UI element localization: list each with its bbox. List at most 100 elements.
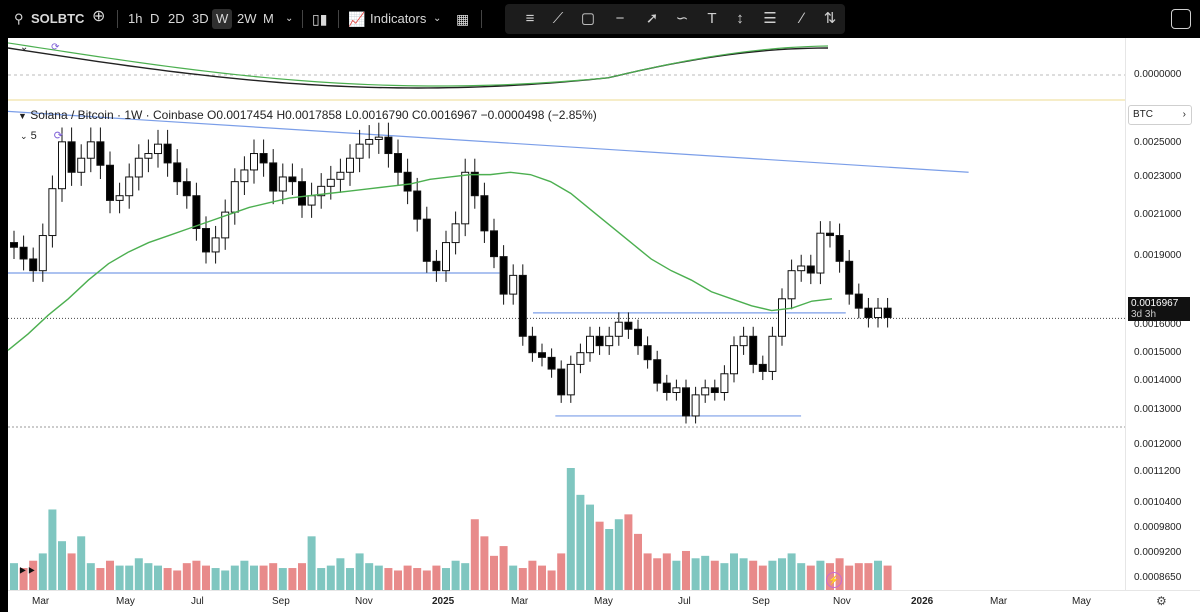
time-axis-label: Sep (752, 596, 770, 607)
symbol-label[interactable]: SOLBTC (31, 11, 85, 26)
volume-bar (19, 568, 28, 590)
indicator-value: 5 (30, 130, 37, 142)
candle-body (96, 141, 105, 166)
volume-bar (624, 514, 633, 590)
candle-style-icon[interactable]: ▯▮ (312, 11, 328, 27)
layout-icon[interactable]: ▦ (456, 11, 470, 27)
candle-body (576, 352, 585, 365)
interval-2w[interactable]: 2W (237, 11, 257, 26)
candle-body (182, 181, 191, 197)
candle-body (787, 270, 796, 300)
candle-body (470, 171, 479, 197)
candle-body (797, 265, 806, 272)
candle-body (106, 164, 114, 201)
text-icon[interactable]: T (707, 10, 717, 27)
chevron-down-icon[interactable]: ⌄ (285, 13, 294, 24)
price-axis[interactable] (1125, 38, 1200, 611)
oscillator-line (7, 47, 829, 89)
fib-icon[interactable]: ☰ (763, 10, 777, 27)
chevron-down-icon[interactable]: ⌄ (20, 131, 28, 141)
candle-body (317, 185, 326, 197)
time-axis-label: May (1072, 596, 1091, 607)
volume-bar (326, 565, 335, 590)
currency-select[interactable]: BTC › (1128, 105, 1192, 125)
interval-m[interactable]: M (263, 11, 274, 26)
volume-bar (480, 536, 489, 590)
candle-body (125, 176, 134, 197)
search-icon[interactable]: ⚲ (14, 11, 24, 26)
volume-bar (365, 563, 374, 590)
volume-bar (874, 560, 882, 590)
time-axis-label: Sep (272, 596, 290, 607)
volume-bar (125, 565, 134, 590)
horizontal-line-icon[interactable]: − (615, 10, 625, 27)
candle-body (806, 265, 815, 274)
line-tool-icon[interactable]: ≡ (525, 10, 535, 27)
volume-bar (154, 565, 162, 590)
brush-icon[interactable]: ∕ (800, 10, 804, 27)
countdown-value: 3d 3h (1131, 309, 1157, 320)
path-icon[interactable]: ∽ (675, 10, 689, 27)
volume-bar (806, 565, 815, 590)
candle-body (701, 387, 710, 396)
refresh-icon[interactable]: ⟳ (51, 42, 60, 53)
candle-body (816, 232, 825, 274)
volume-bar (67, 553, 76, 590)
trend-line-icon[interactable]: ⟋ (552, 10, 564, 27)
chevron-down-icon: › (1182, 109, 1186, 120)
candle-body (826, 232, 834, 237)
volume-bar (797, 563, 806, 590)
toolbar-separator (481, 10, 482, 28)
chevron-down-icon[interactable]: ⌄ (20, 42, 29, 53)
candle-body (595, 335, 604, 347)
candle-body (605, 335, 614, 347)
volume-bar (451, 560, 460, 590)
candle-body (10, 242, 18, 248)
candle-body (662, 382, 671, 394)
candle-body (509, 274, 518, 295)
candle-body (461, 171, 470, 225)
interval-d[interactable]: D (150, 11, 160, 26)
candle-body (883, 307, 892, 319)
flash-icon[interactable]: ⚡ (826, 572, 842, 588)
interval-3d[interactable]: 3D (192, 11, 209, 26)
volume-bar (701, 555, 710, 590)
chevron-down-icon[interactable]: ⌄ (433, 13, 442, 24)
volume-bar (605, 529, 614, 590)
refresh-icon[interactable]: ⟳ (53, 130, 64, 142)
indicators-button[interactable]: Indicators (370, 11, 427, 26)
candle-body (672, 387, 681, 394)
volume-bar (787, 553, 796, 590)
candle-body (710, 387, 719, 394)
candle-body (518, 274, 527, 337)
legend-toggle-icon[interactable]: ▼ (18, 111, 27, 121)
chart-panel[interactable] (8, 38, 1125, 611)
volume-bar (442, 568, 450, 590)
volume-bar (48, 509, 57, 590)
time-axis[interactable] (8, 590, 1200, 612)
ray-icon[interactable]: ➚ (645, 10, 659, 27)
candle-body (547, 356, 556, 370)
legend-low: L0.0016790 (345, 108, 409, 122)
candle-body (19, 246, 28, 260)
volume-bar (250, 565, 258, 590)
indicators-icon[interactable]: 📈 (348, 11, 366, 27)
volume-bar (278, 568, 287, 590)
candle-body (77, 157, 86, 173)
settings-gear-icon[interactable]: ⚙ (1156, 594, 1167, 608)
interval-1h[interactable]: 1h (128, 11, 143, 26)
price-range-icon[interactable]: ↕ (736, 10, 744, 27)
volume-bar (845, 565, 854, 590)
add-symbol-icon[interactable]: ⊕ (92, 8, 106, 25)
volume-bar (816, 560, 825, 590)
toolbar-separator (338, 10, 339, 28)
time-axis-label: Jul (191, 596, 204, 607)
interval-w[interactable]: W (212, 9, 233, 29)
interval-2d[interactable]: 2D (168, 11, 185, 26)
oscillator-axis-label: 0.0000000 (1134, 69, 1182, 80)
fullscreen-icon[interactable] (1171, 9, 1191, 29)
long-position-icon[interactable]: ⇅ (823, 10, 837, 27)
volume-bar (192, 560, 201, 590)
rectangle-icon[interactable]: ▢ (580, 10, 596, 27)
volume-bar (163, 568, 172, 590)
